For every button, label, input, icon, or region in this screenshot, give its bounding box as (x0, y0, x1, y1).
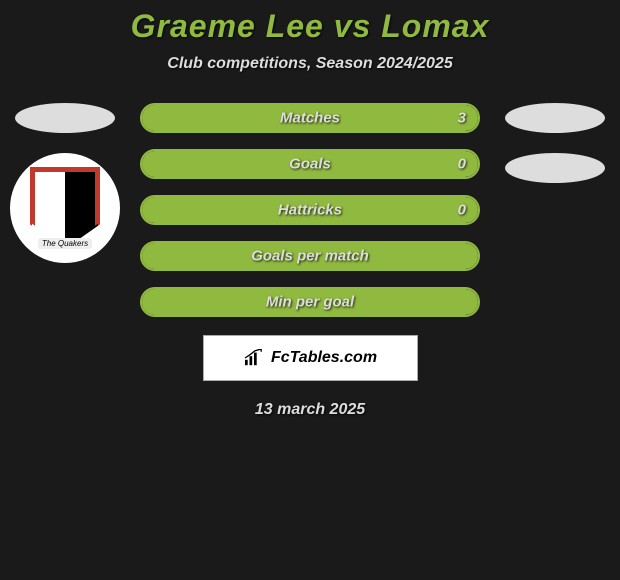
stat-value-right: 0 (458, 156, 466, 173)
left-club-badge: The Quakers (10, 153, 120, 263)
stat-label: Min per goal (266, 294, 354, 311)
stat-row: Goals 0 (140, 149, 480, 179)
stat-label: Hattricks (278, 202, 342, 219)
left-player-column: The Quakers (10, 103, 120, 263)
subtitle: Club competitions, Season 2024/2025 (0, 55, 620, 73)
brand-badge: FcTables.com (203, 335, 418, 381)
stat-row: Matches 3 (140, 103, 480, 133)
stat-label: Matches (280, 110, 340, 127)
stat-label: Goals per match (251, 248, 369, 265)
stat-row: Hattricks 0 (140, 195, 480, 225)
right-player-avatar (505, 103, 605, 133)
club-banner: The Quakers (38, 238, 92, 249)
brand-text: FcTables.com (271, 349, 377, 367)
right-player-column (500, 103, 610, 183)
comparison-card: Graeme Lee vs Lomax Club competitions, S… (0, 0, 620, 419)
date-label: 13 march 2025 (0, 401, 620, 419)
right-club-badge (505, 153, 605, 183)
chart-icon (243, 349, 265, 367)
stat-label: Goals (289, 156, 331, 173)
stat-row: Goals per match (140, 241, 480, 271)
page-title: Graeme Lee vs Lomax (0, 8, 620, 45)
shield-icon (30, 167, 100, 249)
stats-column: Matches 3 Goals 0 Hattricks 0 Goals per match M… (140, 103, 480, 317)
left-player-avatar (15, 103, 115, 133)
main-area: The Quakers Matches3Goals0Hattricks0Goal… (0, 103, 620, 317)
stat-value-right: 0 (458, 202, 466, 219)
stat-row: Min per goal (140, 287, 480, 317)
stat-value-right: 3 (458, 110, 466, 127)
